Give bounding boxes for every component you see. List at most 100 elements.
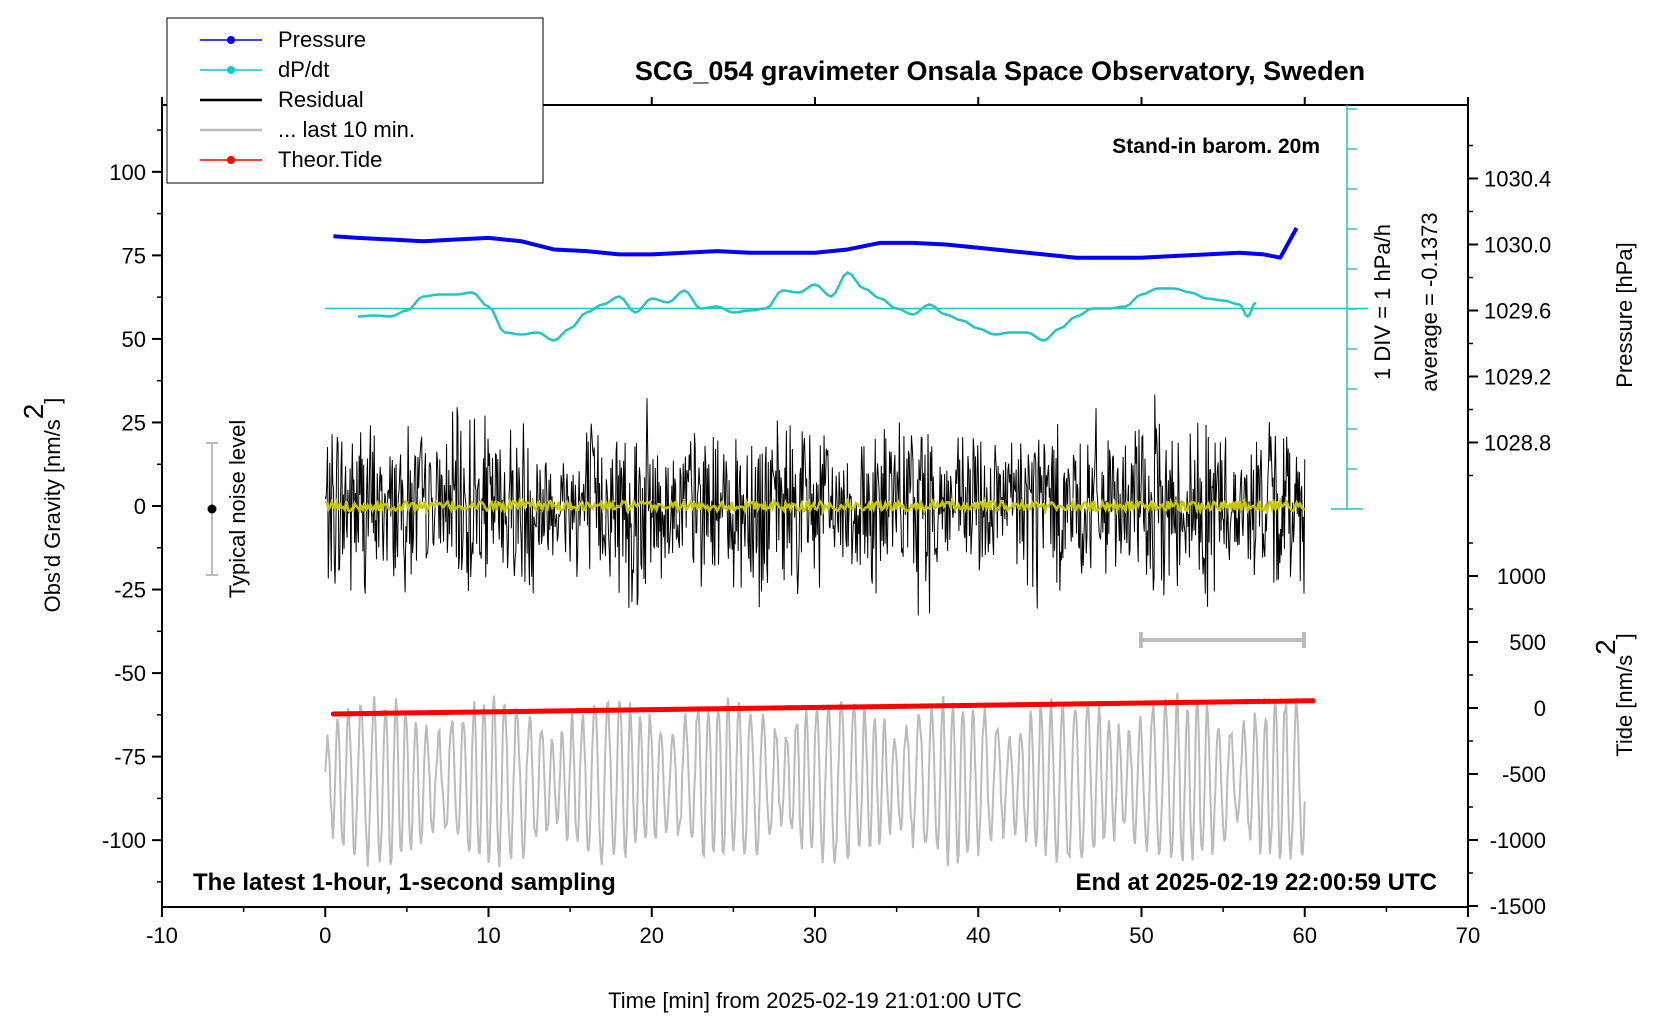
theor-tide-point — [1081, 701, 1087, 707]
theor-tide-point — [1228, 699, 1234, 705]
theor-tide-point — [1016, 702, 1022, 708]
x-tick-label: -10 — [146, 923, 178, 948]
dpdt-div-scale — [1331, 105, 1363, 510]
legend-label-2: Residual — [278, 87, 364, 112]
legend-marker-0 — [227, 36, 235, 44]
pressure-tick-label: 1028.8 — [1484, 431, 1551, 456]
last-10-min-line — [324, 692, 1306, 868]
theor-tide-point — [951, 702, 957, 709]
tide-tick-label: -500 — [1502, 762, 1546, 787]
theor-tide-point — [1277, 698, 1283, 704]
theor-tide-point — [1212, 699, 1218, 705]
theor-tide-point — [771, 705, 777, 711]
theor-tide-point — [657, 706, 663, 713]
y-axis-left-title: Obs’d Gravity [nm/s2] — [18, 398, 65, 613]
theor-tide-point — [575, 708, 581, 714]
theor-tide-point — [673, 706, 679, 712]
residual-series — [324, 394, 1306, 616]
theor-tide-point — [836, 704, 843, 710]
noise-level-label: Typical noise level — [225, 420, 250, 599]
chart-title: SCG_054 gravimeter Onsala Space Observat… — [635, 56, 1365, 86]
theor-tide-point — [885, 703, 892, 710]
theor-tide-point — [983, 702, 990, 708]
y-left-tick-label: -75 — [114, 745, 146, 770]
theor-tide-point — [461, 709, 467, 715]
theor-tide-point — [330, 711, 337, 717]
residual-smoothed-line — [324, 496, 1306, 516]
theor-tide-point — [477, 709, 483, 715]
theor-tide-point — [363, 710, 369, 717]
tide-tick-label: 0 — [1534, 696, 1546, 721]
theor-tide-point — [526, 708, 532, 714]
theor-tide-point — [1163, 700, 1169, 706]
average-label: average = -0.1373 — [1417, 212, 1442, 391]
theor-tide-point — [347, 711, 353, 717]
y-left-tick-label: 75 — [122, 243, 146, 268]
residual-line — [324, 394, 1306, 616]
svg-text:1 DIV = 1 hPa/h: 1 DIV = 1 hPa/h — [1370, 224, 1395, 380]
theor-tide-point — [396, 710, 402, 716]
barometer-note: Stand-in barom. 20m — [1112, 135, 1320, 158]
pressure-tick-label: 1030.0 — [1484, 233, 1551, 258]
theor-tide-point — [428, 710, 434, 716]
tide-tick-label: 1000 — [1497, 564, 1546, 589]
tide-tick-label: -1000 — [1490, 828, 1546, 853]
svg-text:Tide [nm/s2]: Tide [nm/s2] — [1590, 633, 1637, 757]
theor-tide-point — [853, 704, 859, 710]
y-left-tick-label: -100 — [102, 828, 146, 853]
y-left-tick-label: 25 — [122, 410, 146, 435]
legend-label-4: Theor.Tide — [278, 147, 382, 172]
svg-text:Obs’d Gravity [nm/s2]: Obs’d Gravity [nm/s2] — [18, 398, 65, 613]
theor-tide-point — [1049, 701, 1055, 707]
theor-tide-point — [787, 705, 794, 711]
legend-label-1: dP/dt — [278, 57, 329, 82]
svg-text:average = -0.1373: average = -0.1373 — [1417, 212, 1442, 391]
x-tick-label: 10 — [476, 923, 500, 948]
y-left-tick-label: 50 — [122, 327, 146, 352]
theor-tide-point — [592, 707, 598, 714]
theor-tide-point — [445, 709, 451, 716]
pressure-tick-label: 1029.2 — [1484, 365, 1551, 390]
axes: -10 0 10 20 30 40 50 60 701007550250-25-50-75-10… — [102, 97, 1551, 948]
y-axis-tide-title: Tide [nm/s2] — [1590, 633, 1637, 757]
theor-tide-point — [1261, 698, 1267, 705]
theor-tide-point — [1147, 700, 1153, 706]
theor-tide-point — [1196, 699, 1202, 705]
theor-tide-point — [1130, 700, 1136, 706]
x-axis-title: Time [min] from 2025-02-19 21:01:00 UTC — [608, 988, 1022, 1013]
theor-tide-point — [510, 708, 516, 715]
residual-smoothed-series — [324, 496, 1306, 516]
svg-text:Pressure [hPa]: Pressure [hPa] — [1612, 242, 1637, 388]
theor-tide-point — [640, 707, 647, 713]
legend: Pressure dP/dt Residual ... last 10 min. The… — [200, 27, 415, 172]
theor-tide-point — [1098, 701, 1104, 707]
svg-text:Typical noise level: Typical noise level — [225, 420, 250, 599]
tide-tick-label: -1500 — [1490, 894, 1546, 919]
y-axis-pressure-title: Pressure [hPa] — [1612, 242, 1637, 388]
noise-level-indicator — [206, 442, 218, 576]
theor-tide-series — [330, 698, 1316, 717]
div-scale-label: 1 DIV = 1 hPa/h — [1370, 224, 1395, 380]
theor-tide-point — [804, 704, 810, 711]
theor-tide-point — [902, 703, 908, 709]
y-left-tick-label: 100 — [109, 160, 146, 185]
y-left-tick-label: 0 — [134, 494, 146, 519]
theor-tide-point — [1065, 701, 1071, 707]
theor-tide-point — [722, 706, 728, 712]
theor-tide-point — [1032, 701, 1038, 708]
theor-tide-point — [1293, 698, 1300, 704]
dpdt-line — [357, 270, 1257, 342]
x-tick-label: 60 — [1293, 923, 1317, 948]
y-left-tick-label: -50 — [114, 661, 146, 686]
theor-tide-point — [1310, 698, 1316, 704]
dpdt-series — [357, 270, 1257, 342]
theor-tide-point — [379, 710, 385, 716]
theor-tide-point — [869, 704, 875, 710]
last-10-min-series — [324, 692, 1306, 868]
pressure-tick-label: 1030.4 — [1484, 167, 1551, 192]
theor-tide-point — [967, 702, 973, 708]
theor-tide-point — [820, 704, 826, 710]
x-tick-label: 30 — [803, 923, 827, 948]
x-tick-label: 20 — [640, 923, 664, 948]
theor-tide-point — [1114, 700, 1120, 706]
